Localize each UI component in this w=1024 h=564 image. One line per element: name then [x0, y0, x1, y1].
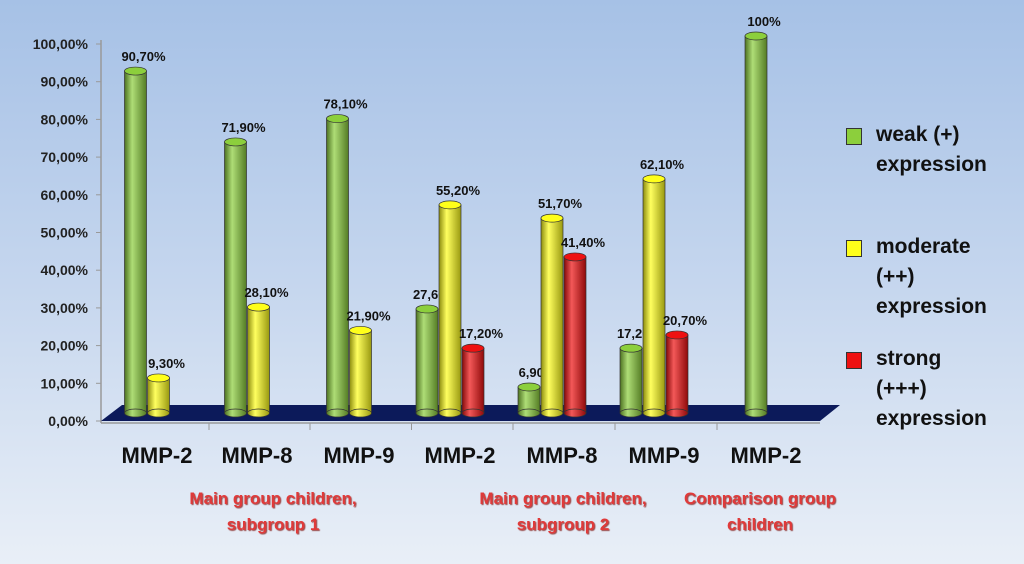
bar-2 — [461, 347, 485, 414]
bar-top — [326, 114, 349, 123]
bar-base — [540, 408, 564, 418]
bar-base — [124, 408, 147, 418]
bar-0 — [326, 118, 349, 414]
data-label: 17,20% — [459, 326, 504, 341]
legend-swatch-moderate — [846, 240, 862, 257]
legend-label: expression — [876, 407, 987, 430]
bar-1 — [247, 306, 270, 414]
data-label: 20,70% — [663, 313, 708, 328]
bar-0 — [224, 141, 247, 414]
legend-label: (++) — [876, 265, 915, 288]
group-label-3: Comparison group children — [640, 486, 880, 538]
y-tick-label: 10,00% — [41, 375, 89, 391]
bar-0 — [619, 347, 643, 414]
group-label-1: Main group children, subgroup 1 — [153, 486, 393, 538]
bar-top — [744, 31, 768, 41]
bar-top — [563, 252, 587, 262]
legend-label: strong — [876, 347, 942, 370]
legend-label: weak (+) — [876, 123, 960, 146]
bar-top — [665, 330, 689, 340]
data-label: 100% — [747, 14, 781, 29]
bar-top — [349, 326, 372, 335]
bar-1 — [349, 330, 372, 414]
data-label: 51,70% — [538, 196, 583, 211]
bar-1 — [642, 178, 666, 414]
data-label: 41,40% — [561, 235, 606, 250]
data-label: 28,10% — [244, 285, 289, 300]
data-label: 90,70% — [121, 49, 166, 64]
x-tick-label: MMP-8 — [222, 443, 293, 468]
data-label: 21,90% — [346, 308, 391, 323]
bar-2 — [563, 256, 587, 414]
bar-top — [124, 66, 147, 76]
bar-top — [461, 343, 485, 353]
bar-base — [665, 408, 689, 418]
bar-top — [147, 373, 170, 383]
legend-label: expression — [876, 295, 987, 318]
data-label: 62,10% — [640, 157, 685, 172]
bar-base — [461, 408, 485, 418]
bar-base — [642, 408, 666, 418]
x-tick-label: MMP-9 — [324, 443, 395, 468]
legend-label: moderate — [876, 235, 971, 258]
bar-top — [438, 200, 462, 210]
bar-base — [147, 408, 170, 418]
legend-swatch-strong — [846, 352, 862, 369]
group-label-line: Main group children, — [479, 489, 647, 508]
legend-swatch-weak — [846, 128, 862, 145]
y-tick-label: 50,00% — [41, 225, 89, 241]
group-label-2: Main group children, subgroup 2 — [443, 486, 683, 538]
group-label-line: subgroup 1 — [226, 515, 320, 534]
y-tick-label: 30,00% — [41, 300, 89, 316]
bar-base — [247, 408, 270, 418]
x-tick-label: MMP-2 — [122, 443, 193, 468]
bar-base — [349, 408, 372, 418]
bar-base — [563, 408, 587, 418]
x-tick-label: MMP-2 — [731, 443, 802, 468]
bar-base — [438, 408, 462, 418]
bar-top — [224, 137, 247, 147]
bar-base — [744, 408, 768, 418]
legend-label: expression — [876, 153, 987, 176]
y-tick-label: 20,00% — [41, 338, 89, 354]
y-tick-label: 100,00% — [33, 36, 89, 52]
group-label-line: subgroup 2 — [516, 515, 610, 534]
y-tick-label: 0,00% — [48, 413, 88, 429]
bar-base — [326, 408, 349, 418]
bar-0 — [124, 70, 147, 414]
bar-top — [619, 343, 643, 353]
bar-0 — [744, 35, 768, 414]
group-label-line: children — [726, 515, 794, 534]
data-label: 71,90% — [221, 120, 266, 135]
x-tick-label: MMP-8 — [527, 443, 598, 468]
data-label: 55,20% — [436, 183, 481, 198]
bar-base — [517, 408, 541, 418]
bar-base — [224, 408, 247, 418]
bar-top — [642, 174, 666, 184]
data-label: 9,30% — [148, 356, 185, 371]
bar-base — [619, 408, 643, 418]
group-label-line: Main group children, — [189, 489, 357, 508]
group-label-line: Comparison group — [683, 489, 837, 508]
bar-1 — [438, 204, 462, 414]
y-tick-label: 70,00% — [41, 149, 89, 165]
bar-1 — [147, 377, 170, 414]
bar-0 — [415, 308, 439, 414]
bar-top — [247, 302, 270, 312]
y-tick-label: 40,00% — [41, 262, 89, 278]
x-tick-label: MMP-2 — [425, 443, 496, 468]
bar-2 — [665, 334, 689, 414]
y-tick-label: 80,00% — [41, 111, 89, 127]
x-tick-label: MMP-9 — [629, 443, 700, 468]
y-tick-label: 60,00% — [41, 187, 89, 203]
bar-top — [540, 213, 564, 223]
bar-top — [415, 304, 439, 314]
legend-label: (+++) — [876, 377, 927, 400]
data-label: 78,10% — [323, 97, 368, 112]
y-tick-label: 90,00% — [41, 74, 89, 90]
bar-1 — [540, 217, 564, 414]
bar-base — [415, 408, 439, 418]
bar-top — [517, 382, 541, 392]
